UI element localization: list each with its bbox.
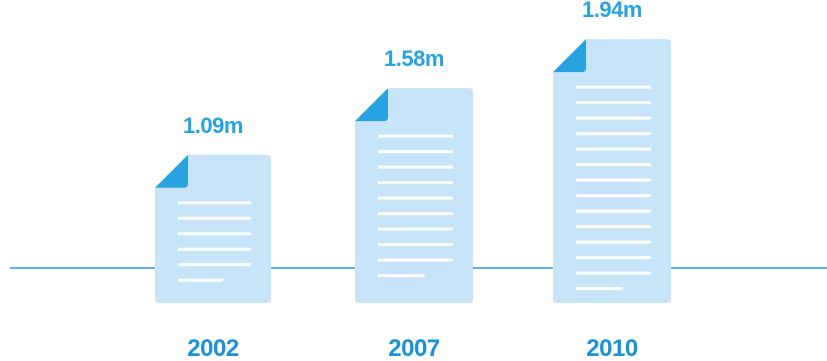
year-label-2010: 2010 bbox=[586, 335, 638, 361]
document-bar-2002 bbox=[155, 154, 271, 303]
value-label-2010: 1.94m bbox=[582, 0, 642, 22]
document-bar-2007 bbox=[355, 88, 473, 304]
folded-corner-icon bbox=[155, 154, 188, 188]
value-label-2002: 1.09m bbox=[183, 113, 243, 138]
bar-2007 bbox=[355, 88, 473, 304]
bars-layer bbox=[155, 39, 671, 304]
value-label-2007: 1.58m bbox=[384, 46, 444, 71]
folded-corner-icon bbox=[355, 88, 388, 122]
bar-2010 bbox=[553, 39, 671, 303]
folded-corner-icon bbox=[553, 39, 586, 73]
year-label-2007: 2007 bbox=[388, 335, 440, 361]
year-label-2002: 2002 bbox=[187, 335, 239, 361]
labels-layer: 1.09m 2002 1.58m 2007 1.94m 2010 bbox=[183, 0, 642, 361]
document-bar-2010 bbox=[553, 39, 671, 303]
